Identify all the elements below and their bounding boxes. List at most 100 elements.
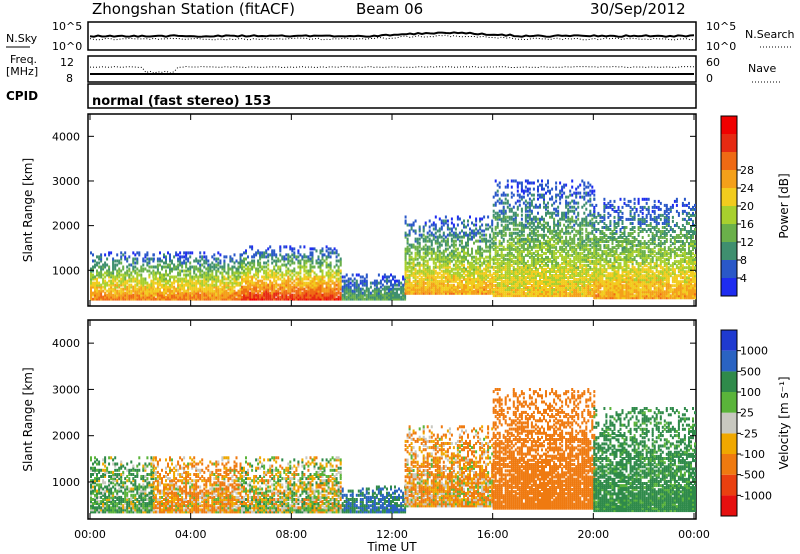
power-echo-cell [530,209,533,213]
power-echo-cell [502,245,505,249]
power-echo-cell [287,287,290,291]
power-echo-cell [203,255,206,259]
power-echo-cell [263,289,266,293]
power-echo-cell [251,287,254,291]
power-echo-cell [524,237,527,241]
power-echo-cell [450,253,453,257]
power-echo-cell [406,249,409,253]
power-echo-cell [549,211,551,215]
power-echo-cell [271,251,274,255]
power-echo-cell [295,271,298,275]
power-echo-cell [191,285,194,289]
power-echo-cell [414,289,417,293]
power-echo-cell [148,283,151,287]
power-echo-cell [502,253,505,257]
power-echo-cell [144,281,147,285]
power-echo-cell [353,297,356,301]
power-echo-cell [436,241,439,245]
power-echo-cell [213,257,216,261]
power-echo-cell [390,291,392,295]
power-echo-cell [565,195,568,199]
power-echo-cell [96,295,98,299]
power-echo-cell [450,227,453,231]
power-echo-cell [253,283,256,287]
power-echo-cell [514,245,517,249]
power-echo-cell [267,285,270,289]
power-echo-cell [325,291,328,295]
power-echo-cell [271,275,274,279]
power-echo-cell [118,293,121,297]
power-echo-cell [329,289,332,293]
power-echo-cell [418,249,421,253]
power-echo-cell [543,251,545,255]
power-echo-cell [422,283,425,287]
power-echo-cell [518,265,521,269]
power-echo-cell [297,293,300,297]
power-echo-cell [203,287,206,291]
power-echo-cell [319,281,322,285]
power-echo-cell [183,255,186,259]
power-echo-cell [245,263,247,267]
power-echo-cell [450,283,453,287]
power-echo-cell [267,295,270,299]
power-echo-cell [257,273,260,277]
power-echo-cell [432,287,435,291]
power-echo-cell [494,191,497,195]
power-echo-cell [307,269,310,273]
power-echo-cell [408,243,411,247]
power-echo-cell [485,233,488,237]
power-echo-cell [410,245,413,249]
power-echo-cell [575,187,578,191]
power-echo-cell [406,251,409,255]
power-echo-cell [223,291,226,295]
power-echo-cell [442,259,445,263]
power-echo-cell [412,291,415,295]
power-echo-cell [323,287,326,291]
power-echo-cell [327,269,330,273]
power-echo-cell [412,257,415,261]
power-echo-cell [475,223,478,227]
power-echo-cell [205,293,208,297]
power-echo-cell [144,295,147,299]
power-echo-cell [512,243,515,247]
power-echo-cell [524,203,527,207]
power-echo-cell [195,295,198,299]
power-echo-cell [575,219,578,223]
power-echo-cell [181,291,184,295]
power-echo-cell [359,295,362,299]
power-echo-cell [148,293,151,297]
power-echo-cell [163,293,165,297]
power-echo-cell [251,291,254,295]
power-echo-cell [422,281,425,285]
power-echo-cell [498,247,501,251]
power-echo-cell [106,271,109,275]
power-echo-cell [253,293,256,297]
power-echo-cell [249,275,252,279]
power-echo-cell [173,267,176,271]
power-echo-cell [537,243,539,247]
power-echo-cell [475,227,478,231]
power-echo-cell [311,283,314,287]
power-echo-cell [199,293,202,297]
power-echo-cell [181,255,184,259]
power-echo-cell [291,253,294,257]
power-echo-cell [167,273,169,277]
power-echo-cell [400,289,403,293]
power-echo-cell [229,275,232,279]
power-echo-cell [430,233,433,237]
power-echo-cell [265,297,268,301]
power-echo-cell [305,297,308,301]
power-echo-cell [211,255,214,259]
power-echo-cell [106,269,109,273]
power-echo-cell [150,293,153,297]
power-echo-cell [142,281,145,285]
power-echo-cell [136,281,139,285]
power-echo-cell [575,278,578,281]
power-echo-cell [361,293,364,297]
power-echo-cell [138,297,141,301]
power-echo-cell [267,275,270,279]
power-echo-cell [577,201,580,205]
power-echo-cell [128,293,131,297]
power-echo-cell [561,193,564,197]
power-echo-cell [156,291,159,295]
